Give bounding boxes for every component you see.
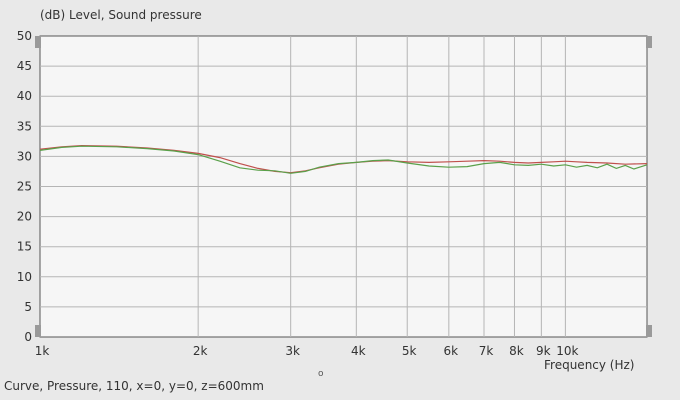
y-tick-label: 5 xyxy=(24,300,32,314)
x-tick-label: 9k xyxy=(536,344,551,358)
y-tick-label: 35 xyxy=(17,119,32,133)
y-tick-label: 45 xyxy=(17,59,32,73)
y-tick-label: 0 xyxy=(24,330,32,344)
x-tick-label: 4k xyxy=(351,344,366,358)
y-tick-label: 20 xyxy=(17,210,32,224)
y-tick-label: 30 xyxy=(17,149,32,163)
x-tick-label: 7k xyxy=(479,344,494,358)
x-axis-label: Frequency (Hz) xyxy=(544,358,635,372)
x-tick-label: 5k xyxy=(402,344,417,358)
x-tick-label: 3k xyxy=(285,344,300,358)
y-tick-label: 50 xyxy=(17,29,32,43)
left-range-handle-bottom[interactable] xyxy=(35,325,41,337)
left-range-handle-top[interactable] xyxy=(35,36,41,48)
x-tick-label: 8k xyxy=(509,344,524,358)
y-axis-title: (dB) Level, Sound pressure xyxy=(40,8,202,22)
x-tick-label: 1k xyxy=(35,344,50,358)
x-tick-label: 6k xyxy=(444,344,459,358)
curve-caption: Curve, Pressure, 110, x=0, y=0, z=600mm xyxy=(4,379,264,393)
grid xyxy=(40,36,647,337)
right-range-handle-top[interactable] xyxy=(646,36,652,48)
series-lines xyxy=(39,144,648,174)
cursor-marker: o xyxy=(318,369,324,379)
x-tick-label: 10k xyxy=(556,344,578,358)
series-line-2 xyxy=(39,145,648,174)
y-tick-label: 40 xyxy=(17,89,32,103)
x-tick-labels: 1k 2k 3k 4k 5k 6k 7k 8k 9k 10k xyxy=(35,344,579,358)
x-tick-label: 2k xyxy=(193,344,208,358)
y-tick-labels: 0 5 10 15 20 25 30 35 40 45 50 xyxy=(17,29,32,344)
y-tick-label: 10 xyxy=(17,270,32,284)
y-tick-label: 25 xyxy=(17,180,32,194)
right-range-handle-bottom[interactable] xyxy=(646,325,652,337)
y-tick-label: 15 xyxy=(17,240,32,254)
